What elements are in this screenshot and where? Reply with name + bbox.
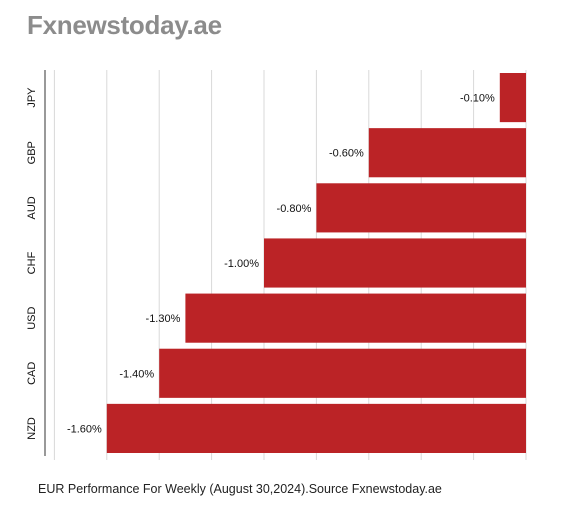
chart-caption: EUR Performance For Weekly (August 30,20…	[38, 482, 442, 496]
site-title: Fxnewstoday.ae	[27, 10, 222, 40]
bar-chf	[264, 238, 526, 288]
category-tick-label: AUD	[26, 196, 38, 219]
data-label: -0.80%	[277, 203, 312, 215]
category-tick-label: GBP	[26, 141, 38, 164]
bar-nzd	[106, 403, 527, 453]
bar-usd	[185, 293, 526, 343]
data-label: -0.60%	[329, 148, 364, 160]
bar-gbp	[368, 128, 526, 178]
category-tick-label: CAD	[26, 362, 38, 385]
category-tick-label: JPY	[26, 87, 38, 108]
data-label: -1.40%	[119, 368, 154, 380]
category-tick-label: USD	[26, 306, 38, 329]
bar-aud	[316, 183, 526, 233]
data-label: -0.10%	[460, 93, 495, 105]
category-tick-label: NZD	[26, 417, 38, 440]
category-tick-label: CHF	[26, 251, 38, 274]
bar-chart: -0.10% JPY -0.60% GBP -0.80% AUD -1.00% CHF -1.3…	[26, 70, 527, 460]
bar-jpy	[499, 73, 526, 123]
data-label: -1.00%	[224, 258, 259, 270]
data-label: -1.60%	[67, 423, 102, 435]
bar-cad	[159, 348, 526, 398]
data-label: -1.30%	[146, 313, 181, 325]
